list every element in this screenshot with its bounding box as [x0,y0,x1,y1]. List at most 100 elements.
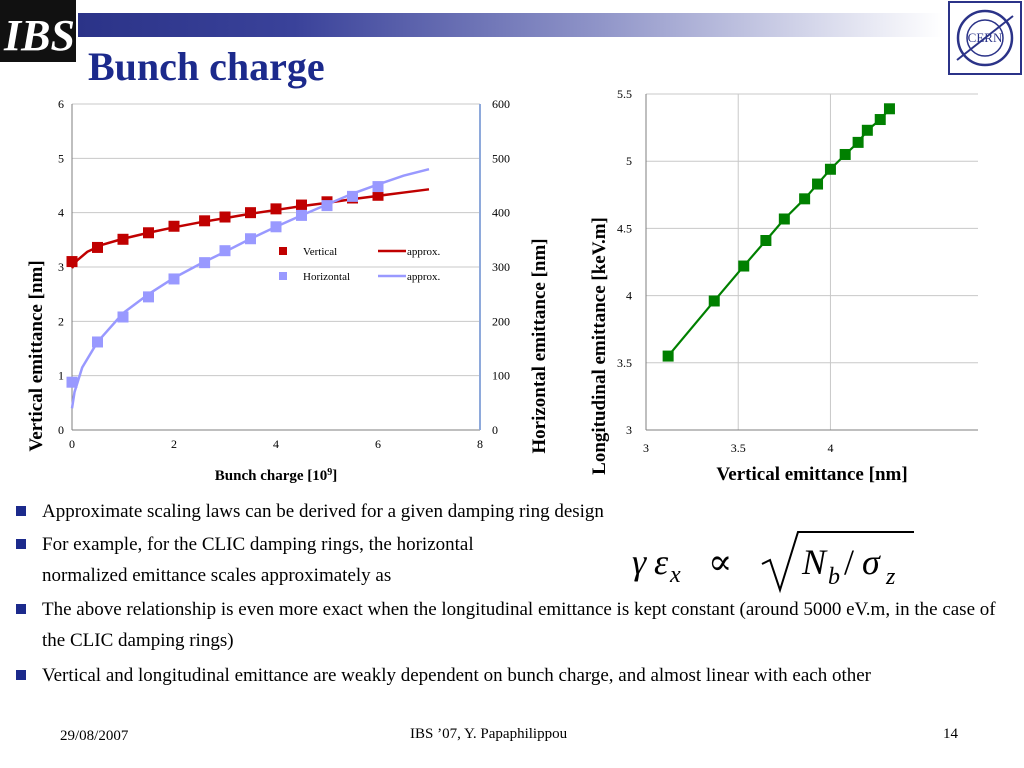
chart1-data-point [143,227,154,239]
chart1-ytick-label: 0 [58,423,64,437]
chart1-y2tick-label: 300 [492,260,510,274]
chart1-data-point [117,311,129,323]
ibs-logo-text: IBS [3,11,75,60]
chart1-data-point [372,181,384,193]
chart2-data-point [708,295,720,307]
chart1-ytick-label: 1 [58,369,64,383]
chart2-data-point [760,234,772,246]
chart1-data-point [92,241,103,253]
chart1-y2tick-label: 400 [492,206,510,220]
bullet-text-line2: normalized emittance scales approximatel… [42,565,392,586]
chart1-ytick-label: 3 [58,260,64,274]
chart1-series [66,167,430,409]
chart1-data-point [245,233,256,245]
chart1-ytick-label: 6 [58,97,64,111]
chart1-y2tick-label: 100 [492,369,510,383]
chart1-series-line [70,188,430,269]
chart1-data-point [219,245,231,257]
chart2-ytick-label: 4.5 [617,221,632,235]
chart1-legend-label: approx. [407,271,441,283]
bullet-item: The above relationship is even more exac… [16,594,1002,656]
formula-slash: / [844,542,854,582]
footer-date: 29/08/2007 [60,728,129,744]
chart1-data-point [117,233,129,245]
bullet-list: Approximate scaling laws can be derived … [16,496,1016,691]
chart2-ytick-label: 3 [626,423,632,437]
chart1-legend: Vertical approx. Horizontal approx. [279,246,441,283]
chart1-data-point [296,199,307,211]
header-gradient-bar [78,13,943,37]
chart1-data-point [321,200,333,212]
chart1-data-point [143,291,154,303]
formula-sqrt-sign [761,531,914,594]
chart2-data-point [824,163,836,175]
chart1-y2tick-label: 500 [492,151,510,165]
chart1-ytick-label: 5 [58,151,64,165]
formula-N: N [801,542,828,582]
chart1-xtick-label: 6 [375,437,381,451]
chart1-data-point [245,207,256,219]
chart2-data-point [883,103,895,115]
chart1-grid [72,103,480,431]
chart1-legend-label: approx. [407,246,441,258]
ibs-logo: IBS [0,0,76,62]
bullet-square-icon [16,604,26,614]
chart1-xtick-label: 8 [477,437,483,451]
bunch-charge-chart: 0 1 2 3 4 5 6 0 100 200 300 400 500 600 0 2 4 6 8 Vertical… [26,97,550,485]
chart1-y2label: Horizontal emittance [nm] [529,238,550,453]
chart1-data-point [92,336,103,348]
emittance-correlation-chart: 3 3.5 4 4.5 5 5.5 3 3.5 4 Longitudinal emittance… [589,87,978,485]
bullet-text: Vertical and longitudinal emittance are … [42,665,872,686]
chart1-legend-label: Horizontal [303,271,350,283]
chart2-xtick-label: 4 [827,441,833,455]
chart1-data-point [66,376,78,388]
chart1-data-point [270,203,282,215]
chart1-xtick-label: 4 [273,437,279,451]
chart2-xtick-label: 3 [643,441,649,455]
chart2-ticks: 3 3.5 4 4.5 5 5.5 3 3.5 4 [617,87,833,455]
chart2-data-point [861,124,873,136]
formula-sigma: σ [862,542,881,582]
chart2-data-point [852,136,864,148]
cern-logo-text: CERN [968,30,1003,45]
chart1-data-point [270,221,282,233]
bullet-item: For example, for the CLIC damping rings,… [16,529,1016,591]
chart2-data-point [799,193,811,205]
bullet-square-icon [16,670,26,680]
chart2-data-point [839,148,851,160]
chart1-data-point [66,256,78,268]
chart1-y2tick-label: 0 [492,423,498,437]
chart1-data-point [168,220,180,232]
chart2-ytick-label: 5 [626,154,632,168]
chart1-data-point [296,209,307,221]
page-title: Bunch charge [88,44,325,89]
chart1-ytick-label: 2 [58,314,64,328]
chart1-xlabel: Bunch charge [109] [215,467,338,485]
chart1-data-point [199,257,211,269]
chart2-xtick-label: 3.5 [731,441,746,455]
formula-epsilon: ε [654,542,669,582]
bullet-text: Approximate scaling laws can be derived … [42,501,604,522]
chart2-axes [645,94,978,431]
chart1-legend-label: Vertical [303,246,337,258]
chart2-data-point [662,350,674,362]
chart1-legend-marker [279,247,287,255]
bullet-square-icon [16,539,26,549]
chart2-data-point [738,260,750,272]
chart1-series-line [70,167,430,409]
bullet-square-icon [16,506,26,516]
chart2-data-point [778,213,790,225]
chart1-ytick-label: 4 [58,206,64,220]
chart2-data-point [812,178,824,190]
chart2-ytick-label: 4 [626,289,632,303]
chart2-series [662,103,895,362]
formula-sub-x: x [669,562,681,588]
formula-sub-z: z [885,564,896,590]
bullet-text-line1: For example, for the CLIC damping rings,… [42,534,474,555]
chart1-data-point [199,215,211,227]
chart1-xtick-label: 0 [69,437,75,451]
chart1-data-point [219,211,231,223]
chart1-data-point [168,273,180,285]
footer-page-number: 14 [943,726,958,742]
formula-prop: ∝ [708,542,732,582]
